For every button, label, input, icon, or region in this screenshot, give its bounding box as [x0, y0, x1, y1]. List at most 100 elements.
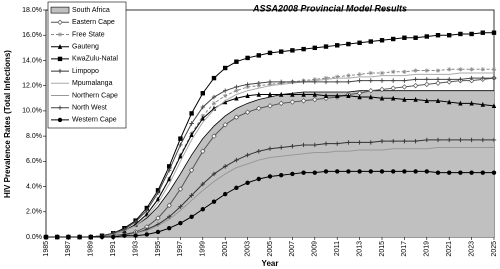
legend-label: Eastern Cape — [72, 19, 115, 26]
data-point — [166, 202, 172, 209]
data-point — [312, 96, 318, 103]
x-tick-label: 2015 — [379, 241, 386, 257]
data-point — [133, 233, 138, 238]
data-point — [312, 142, 317, 148]
data-point — [390, 85, 396, 91]
data-point — [435, 77, 441, 82]
legend-label: Free State — [72, 31, 105, 38]
data-point — [178, 136, 183, 141]
x-tick-label: 1993 — [132, 241, 139, 257]
data-point — [391, 69, 396, 74]
data-point — [245, 55, 250, 61]
data-point — [323, 141, 329, 146]
data-point — [379, 38, 385, 43]
data-point — [155, 229, 161, 235]
data-point — [178, 204, 183, 209]
data-point — [267, 174, 273, 179]
data-point — [469, 67, 474, 72]
data-point — [267, 91, 273, 97]
data-point — [211, 75, 217, 81]
data-point — [155, 190, 161, 196]
data-point — [267, 79, 273, 85]
data-point — [491, 137, 497, 143]
data-point — [447, 170, 452, 175]
data-point — [234, 157, 239, 163]
x-tick-label: 1995 — [155, 241, 162, 257]
x-tick-label: 1987 — [65, 241, 72, 257]
data-point — [368, 94, 373, 100]
data-point — [323, 93, 329, 98]
data-point — [335, 169, 340, 174]
data-point — [447, 137, 452, 143]
data-point — [289, 99, 296, 105]
data-point — [335, 93, 340, 98]
data-point — [267, 82, 273, 87]
data-point — [177, 186, 184, 192]
y-tick-label: 2.0% — [26, 209, 42, 216]
data-point — [155, 215, 161, 221]
x-tick-label: 2005 — [267, 241, 274, 257]
data-point — [469, 137, 474, 143]
data-point — [43, 234, 49, 240]
data-point — [256, 83, 261, 88]
data-point — [211, 199, 217, 204]
data-point — [234, 84, 239, 90]
data-point — [346, 169, 351, 174]
y-tick-label: 18.0% — [22, 7, 42, 14]
data-point — [167, 176, 172, 182]
data-point — [335, 141, 340, 146]
legend-marker — [57, 117, 63, 123]
data-point — [480, 101, 485, 107]
data-point — [77, 234, 82, 240]
data-point — [424, 98, 429, 103]
data-point — [111, 234, 116, 240]
data-point — [300, 98, 307, 104]
legend-label: Gauteng — [72, 44, 99, 51]
data-point — [301, 170, 306, 175]
data-point — [391, 95, 396, 101]
data-point — [424, 169, 429, 174]
data-point — [167, 167, 172, 173]
data-point — [144, 232, 149, 237]
data-point — [211, 133, 217, 139]
data-point — [346, 79, 351, 85]
legend-label: KwaZulu-Natal — [72, 56, 118, 63]
data-point — [402, 78, 407, 83]
data-point — [413, 138, 418, 144]
y-tick-label: 4.0% — [26, 183, 42, 190]
chart-title: ASSA2008 Provincial Model Results — [252, 3, 407, 13]
data-point — [223, 99, 228, 105]
data-point — [256, 105, 262, 112]
data-point — [244, 109, 251, 115]
data-point — [290, 79, 295, 85]
data-point — [424, 34, 429, 39]
data-point — [435, 68, 441, 73]
data-point — [223, 93, 228, 98]
legend-marker — [57, 32, 63, 37]
x-tick-label: 2009 — [312, 241, 319, 257]
x-tick-label: 2003 — [244, 241, 251, 257]
data-point — [357, 169, 362, 174]
data-point — [469, 75, 474, 81]
data-point — [256, 53, 261, 58]
data-point — [189, 111, 194, 116]
data-point — [446, 79, 452, 85]
legend-label: South Africa — [72, 7, 110, 14]
data-point — [167, 164, 172, 169]
data-point — [144, 208, 149, 213]
series-line — [46, 72, 494, 238]
data-point — [368, 78, 373, 83]
data-point — [245, 82, 250, 87]
data-point — [368, 39, 373, 44]
data-point — [323, 75, 329, 81]
x-tick-label: 2017 — [401, 241, 408, 257]
data-point — [435, 170, 441, 175]
y-axis-title: HIV Prevalence Rates (Total Infections) — [3, 50, 12, 198]
data-point — [223, 164, 228, 169]
legend-label: Northern Cape — [72, 92, 118, 99]
y-tick-label: 12.0% — [22, 83, 42, 90]
data-point — [290, 91, 295, 97]
data-point — [458, 137, 463, 143]
data-point — [368, 88, 374, 94]
